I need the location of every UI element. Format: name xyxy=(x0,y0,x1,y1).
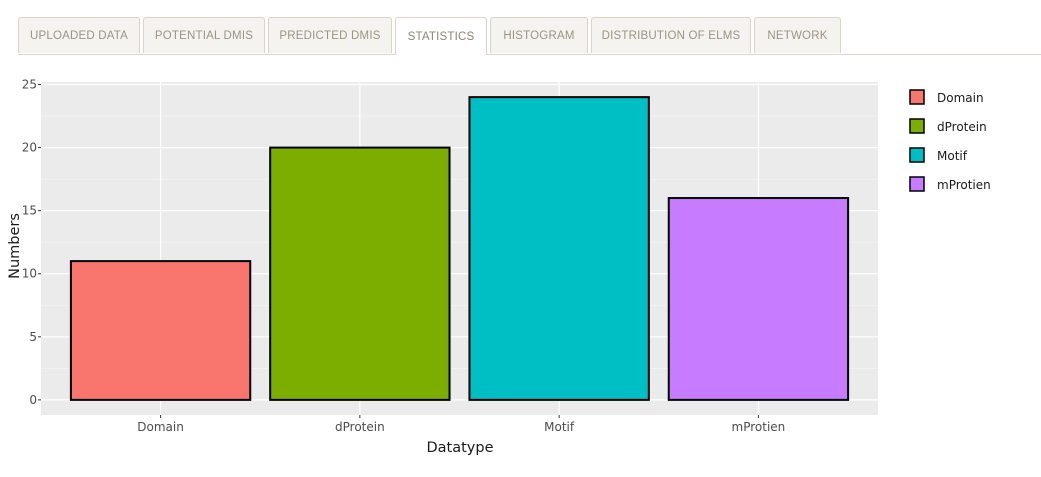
y-tick-label: 15 xyxy=(22,204,37,218)
bar-mprotien xyxy=(667,197,850,401)
legend-label: mProtien xyxy=(937,178,991,192)
x-axis-title: Datatype xyxy=(426,440,493,456)
bar-domain xyxy=(69,260,252,401)
tab-histogram[interactable]: HISTOGRAM xyxy=(490,17,588,53)
bar-dprotein xyxy=(269,146,451,401)
legend-key xyxy=(909,176,925,192)
legend: Domain dProtein Motif mProtien xyxy=(909,89,991,192)
y-tick-label: 25 xyxy=(22,78,37,92)
x-tick-label: Domain xyxy=(137,420,184,434)
legend-label: Domain xyxy=(937,91,984,105)
legend-label: Motif xyxy=(937,149,968,163)
tab-statistics[interactable]: STATISTICS xyxy=(395,17,487,55)
tab-bar: UPLOADED DATA POTENTIAL DMIS PREDICTED D… xyxy=(18,17,1041,55)
x-tick-label: mProtien xyxy=(732,420,786,434)
y-tick-label: 10 xyxy=(22,267,37,281)
y-tick-label: 20 xyxy=(22,141,37,155)
legend-key xyxy=(909,118,925,134)
bar-motif xyxy=(468,96,650,401)
y-axis-title: Numbers xyxy=(7,213,23,279)
x-tick-label: Motif xyxy=(544,420,575,434)
legend-label: dProtein xyxy=(937,120,987,134)
tab-potential-dmis[interactable]: POTENTIAL DMIS xyxy=(143,17,265,53)
tab-distribution-of-elms[interactable]: DISTRIBUTION OF ELMS xyxy=(591,17,751,53)
tab-predicted-dmis[interactable]: PREDICTED DMIS xyxy=(268,17,392,53)
legend-key xyxy=(909,147,925,163)
y-tick-label: 5 xyxy=(29,330,37,344)
legend-key xyxy=(909,89,925,105)
tab-network[interactable]: NETWORK xyxy=(754,17,841,53)
y-tick-label: 0 xyxy=(29,393,37,407)
plot-area: 0 5 10 15 20 25 Domain dProtein Motif mProtien xyxy=(22,78,878,434)
x-tick-label: dProtein xyxy=(335,420,385,434)
tab-uploaded-data[interactable]: UPLOADED DATA xyxy=(18,17,140,53)
